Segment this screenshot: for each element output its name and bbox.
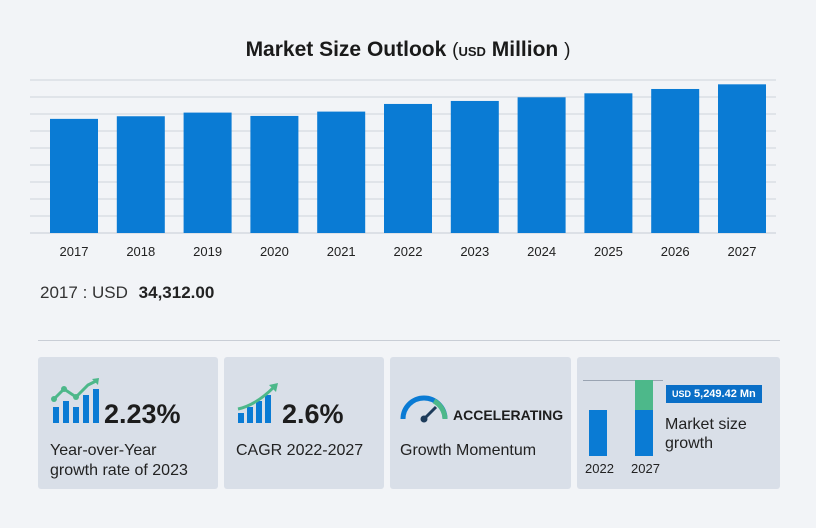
mini-bar-2022 — [589, 410, 607, 456]
yoy-card: 2.23% Year-over-Year growth rate of 2023 — [38, 357, 218, 489]
mini-chart-baseline — [583, 380, 663, 381]
title-close-paren: ) — [564, 40, 571, 61]
badge-unit: USD — [672, 389, 692, 399]
cagr-value: 2.6% — [282, 399, 344, 429]
cagr-card: 2.6% CAGR 2022-2027 — [224, 357, 384, 489]
yoy-value: 2.23% — [104, 399, 181, 429]
x-tick-label-2021: 2021 — [327, 244, 356, 259]
badge-value: 5,249.42 Mn — [694, 388, 756, 400]
yoy-caption: Year-over-Year growth rate of 2023 — [50, 441, 188, 481]
bar-2021 — [317, 111, 366, 233]
x-tick-label-2018: 2018 — [126, 244, 155, 259]
market-growth-caption-line2: growth — [665, 435, 714, 452]
mini-bar-2027-base — [635, 410, 653, 456]
momentum-caption: Growth Momentum — [400, 442, 537, 459]
momentum-value: ACCELERATING — [453, 407, 564, 423]
x-tick-label-2020: 2020 — [260, 244, 289, 259]
growth-chart-icon — [237, 383, 278, 423]
bar-2024 — [517, 97, 566, 233]
x-tick-label-2024: 2024 — [527, 244, 556, 259]
base-unit: USD — [92, 283, 128, 302]
speedometer-icon — [400, 395, 448, 423]
mini-year-start: 2022 — [585, 461, 614, 476]
bar-chart: 2017 2018 2019 2020 2021 2022 2023 2024 2025 2026… — [30, 79, 776, 259]
x-tick-label-2017: 2017 — [60, 244, 89, 259]
momentum-card: ACCELERATING Growth Momentum — [390, 357, 571, 489]
bar-2018 — [116, 116, 165, 233]
bar-2025 — [584, 93, 633, 233]
bar-growth-icon — [51, 378, 99, 423]
mini-year-end: 2027 — [631, 461, 660, 476]
growth-badge: USD 5,249.42 Mn — [666, 385, 762, 403]
mini-bar-2027-increment — [635, 380, 653, 411]
bar-2026 — [651, 88, 700, 233]
section-divider — [38, 340, 780, 341]
chart-title: Market Size Outlook (USD Million ) — [0, 38, 816, 62]
x-tick-label-2019: 2019 — [193, 244, 222, 259]
base-separator: : — [82, 283, 88, 302]
title-unit: USD — [458, 44, 486, 59]
x-tick-label-2022: 2022 — [394, 244, 423, 259]
title-open-paren: ( — [452, 40, 459, 61]
base-value: 34,312.00 — [138, 283, 215, 302]
title-main: Market Size Outlook — [245, 38, 447, 61]
x-tick-label-2026: 2026 — [661, 244, 690, 259]
market-growth-caption: Market size growth — [665, 415, 747, 453]
bar-2019 — [183, 112, 232, 233]
x-tick-label-2025: 2025 — [594, 244, 623, 259]
bar-2023 — [450, 100, 499, 233]
bar-2022 — [384, 103, 432, 233]
market-growth-card: 2022 2027 USD 5,249.42 Mn Market size gro… — [577, 357, 780, 489]
bar-2017 — [50, 118, 98, 233]
yoy-caption-line1: Year-over-Year — [50, 442, 157, 459]
yoy-caption-line2: growth rate of 2023 — [50, 462, 188, 479]
base-year-value: 2017 : USD 34,312.00 — [40, 283, 214, 303]
base-year-label: 2017 — [40, 283, 78, 302]
bar-2020 — [250, 115, 299, 233]
title-scale: Million — [491, 38, 559, 61]
cagr-caption: CAGR 2022-2027 — [236, 442, 364, 459]
market-growth-caption-line1: Market size — [665, 416, 747, 433]
bar-2027 — [718, 84, 766, 233]
x-tick-label-2023: 2023 — [460, 244, 489, 259]
x-tick-label-2027: 2027 — [728, 244, 757, 259]
